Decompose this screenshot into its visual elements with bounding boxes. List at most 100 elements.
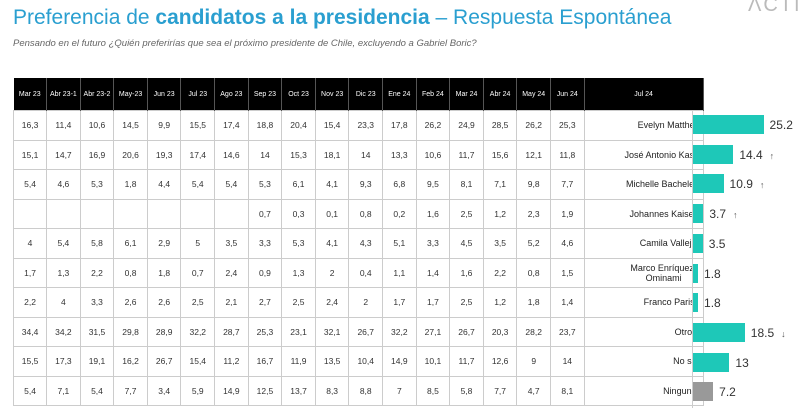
table-cell: 1,7 xyxy=(12,257,48,288)
table-cell: 1,7 xyxy=(415,287,451,318)
table-cell: 7,7 xyxy=(482,375,518,406)
table-cell: 1,8 xyxy=(146,257,182,288)
table-cell: 4,5 xyxy=(449,228,484,259)
bar xyxy=(693,382,714,402)
table-cell: 2,6 xyxy=(146,287,182,318)
table-cell: 10,6 xyxy=(415,139,451,170)
table-row: 16,3 11,4 10,6 14,5 9,9 15,5 17,4 18,8 20,4 15,4 2… xyxy=(12,110,704,141)
table-cell: 14,7 xyxy=(46,139,81,170)
table-cell: 12,6 xyxy=(482,346,518,377)
table-cell: 0,7 xyxy=(247,198,283,229)
bar-value: 3.5 xyxy=(708,236,726,251)
table-cell: 1,3 xyxy=(46,257,81,288)
table-cell: 6,1 xyxy=(281,169,316,200)
table-cell: 9,8 xyxy=(516,169,551,200)
table-cell: 6,1 xyxy=(113,228,148,259)
table-cell: 5,2 xyxy=(516,228,551,259)
table-cell: 23,3 xyxy=(348,110,384,141)
bar xyxy=(693,263,699,283)
table-cell: 23,7 xyxy=(550,316,585,347)
candidate-name: Ninguno xyxy=(583,375,704,406)
table-cell: 13,5 xyxy=(314,346,350,377)
table-cell: 9 xyxy=(516,346,551,377)
table-cell: 5,4 xyxy=(214,169,249,200)
column-header: Abr 23-2 xyxy=(80,78,115,111)
table-cell: 4,6 xyxy=(550,228,585,259)
table-cell: 4 xyxy=(12,228,48,259)
table-cell: 3,5 xyxy=(482,228,518,259)
table-cell: 5,8 xyxy=(79,228,115,259)
table-cell: 17,4 xyxy=(180,139,216,170)
table-cell: 9,3 xyxy=(348,169,384,200)
table-cell: 7,1 xyxy=(482,169,518,200)
table-cell: 5,8 xyxy=(449,375,484,406)
table-cell: 5,4 xyxy=(79,375,115,406)
table-cell: 32,2 xyxy=(180,316,216,347)
table-cell: 24,9 xyxy=(449,110,484,141)
title-part: – Respuesta Espontánea xyxy=(429,6,672,29)
bar xyxy=(693,115,764,134)
table-cell xyxy=(113,198,148,229)
table-cell: 13,7 xyxy=(281,375,316,406)
table-row: 2,2 4 3,3 2,6 2,6 2,5 2,1 2,7 2,5 2,4 2 1,7 1,7 2,5 1,… xyxy=(12,287,704,318)
column-header: Jul 23 xyxy=(180,78,216,111)
table-cell: 5,3 xyxy=(247,169,283,200)
bar-chart: 25.2 14.4 ↑ 10.9 ↑ 3.7 ↑ 3.5 1.8 1.8 18.5 ↓ 13 7.2 xyxy=(692,110,800,410)
table-cell: 32,2 xyxy=(382,316,417,347)
candidate-name: Camila Vallejo xyxy=(583,228,704,259)
table-cell: 0,8 xyxy=(348,198,384,229)
table-cell: 2,9 xyxy=(146,228,182,259)
table-cell: 4,1 xyxy=(314,228,350,259)
table-cell: 26,2 xyxy=(415,110,451,141)
table-row: 5,4 7,1 5,4 7,7 3,4 5,9 14,9 12,5 13,7 8,3 8,8 7 8,5… xyxy=(12,375,704,406)
table-row: 5,4 4,6 5,3 1,8 4,4 5,4 5,4 5,3 6,1 4,1 9,3 6,8 9,5 8… xyxy=(12,169,704,200)
table-cell: 8,8 xyxy=(348,375,384,406)
table-cell: 10,1 xyxy=(415,346,451,377)
table-cell: 2,3 xyxy=(516,198,551,229)
column-header: Sep 23 xyxy=(248,78,283,111)
table-cell: 1,3 xyxy=(281,257,316,288)
table-cell xyxy=(180,198,216,229)
table-cell: 13,3 xyxy=(382,139,417,170)
table-cell: 14,6 xyxy=(214,139,249,170)
table-cell: 1,4 xyxy=(550,287,585,318)
table-cell: 16,2 xyxy=(113,346,148,377)
table-cell: 1,8 xyxy=(516,287,551,318)
candidate-name: Johannes Kaiser xyxy=(583,198,704,229)
column-header: Nov 23 xyxy=(315,78,350,111)
table-cell: 8,5 xyxy=(415,375,451,406)
bar xyxy=(693,144,734,164)
table-cell: 3,3 xyxy=(415,228,451,259)
column-header: Jul 24 xyxy=(584,78,704,111)
table-cell: 15,4 xyxy=(314,110,350,141)
table-cell: 2,2 xyxy=(482,257,518,288)
bar-value: 10.9 xyxy=(729,177,753,192)
column-header: Jun 24 xyxy=(550,78,585,111)
table-cell: 14 xyxy=(550,346,585,377)
table-cell: 4,3 xyxy=(348,228,384,259)
table-cell: 7,7 xyxy=(550,169,585,200)
table-row: 1,7 1,3 2,2 0,8 1,8 0,7 2,4 0,9 1,3 2 0,4 1,1 1,4 1,6… xyxy=(12,257,704,288)
table-cell: 2,6 xyxy=(113,287,148,318)
table-cell xyxy=(214,198,249,229)
table-cell: 16,3 xyxy=(12,110,48,141)
bar-label: 1.8 xyxy=(704,296,721,310)
table-cell: 8,3 xyxy=(314,375,350,406)
table-cell: 28,7 xyxy=(214,316,249,347)
axis-line xyxy=(692,110,693,408)
table-cell: 15,6 xyxy=(482,139,518,170)
table-cell: 5,4 xyxy=(46,228,81,259)
candidate-name: Marco Enríquez-Ominami xyxy=(583,257,704,288)
table-cell: 28,9 xyxy=(146,316,182,347)
column-header: Oct 23 xyxy=(281,78,316,111)
title-part: Preferencia de xyxy=(13,6,156,29)
bar-value: 25.2 xyxy=(769,118,793,132)
table-cell: 2,7 xyxy=(247,287,283,318)
table-cell: 0,8 xyxy=(516,257,551,288)
table-cell: 1,7 xyxy=(382,287,417,318)
table-cell: 11,7 xyxy=(449,139,484,170)
table-cell: 28,5 xyxy=(482,110,518,141)
table-cell: 14,5 xyxy=(113,110,148,141)
table-cell: 5,3 xyxy=(79,169,115,200)
data-table: Mar 23 Abr 23-1 Abr 23-2 May-23 Jun 23 Jul 23… xyxy=(12,78,704,406)
